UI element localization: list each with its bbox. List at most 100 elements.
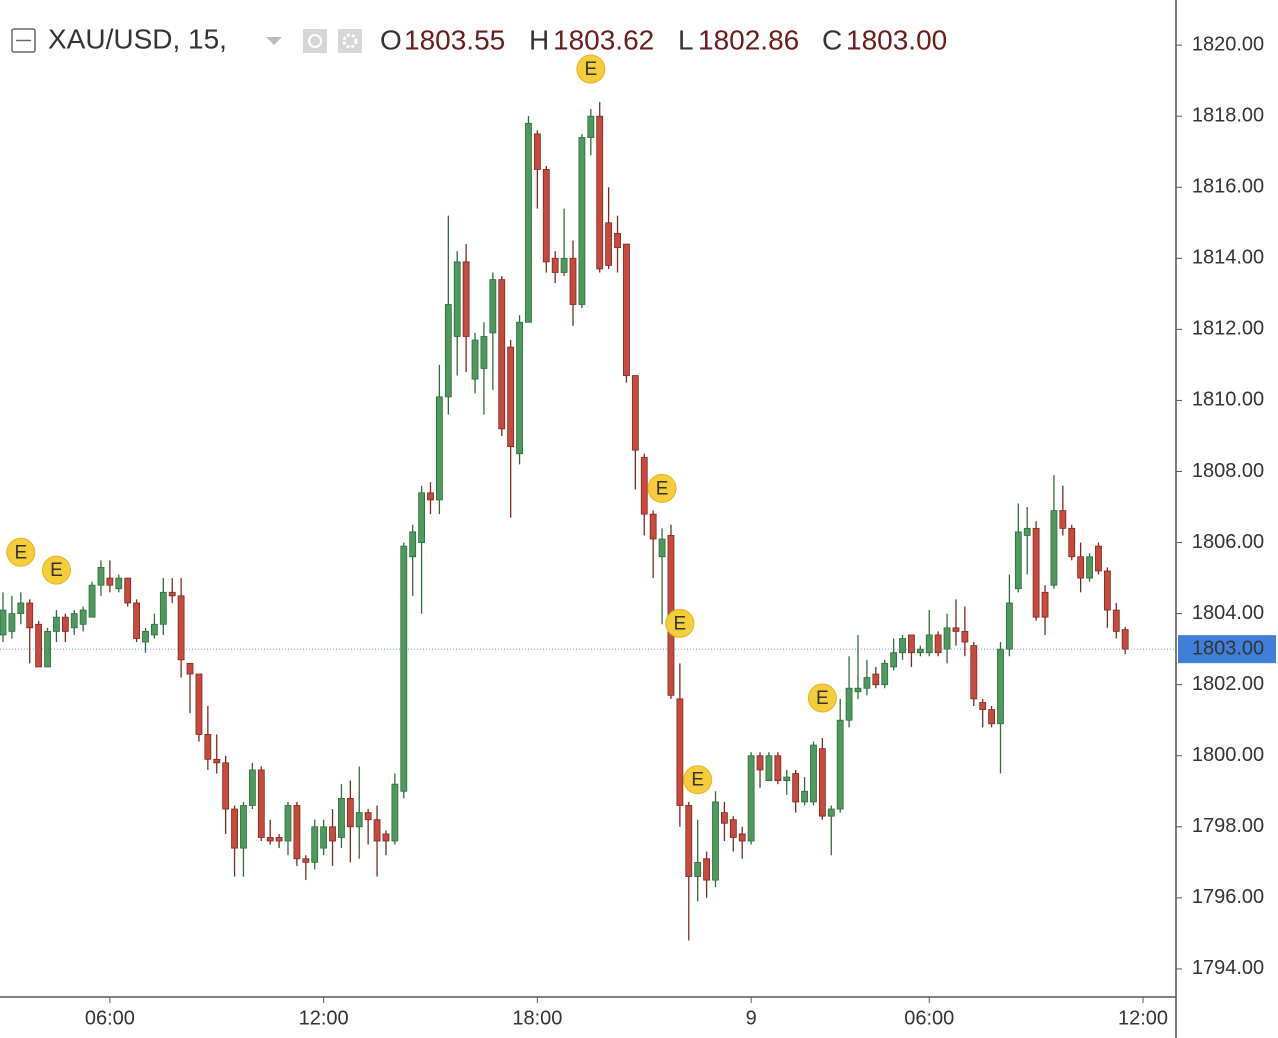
candle-body: [382, 833, 390, 842]
candle-body: [507, 346, 515, 448]
candle-body: [623, 243, 630, 376]
candle-body: [854, 687, 862, 693]
ohlc-label: L: [678, 24, 694, 55]
candle-body: [355, 812, 363, 828]
candle-body: [979, 702, 987, 710]
candle-body: [418, 492, 425, 543]
event-marker[interactable]: [6, 537, 36, 567]
visibility-button[interactable]: [303, 29, 327, 53]
candle-body: [284, 805, 292, 842]
y-tick-label: 1798.00: [1192, 815, 1264, 837]
eye-icon: [308, 34, 322, 48]
candle-body: [765, 755, 773, 782]
candle-body: [159, 591, 167, 625]
candle-body: [177, 595, 185, 661]
candle-body: [124, 577, 132, 604]
ohlc-value: 1803.62: [553, 24, 654, 55]
candle-body: [881, 662, 889, 686]
candle-body: [266, 837, 274, 842]
y-tick-label: 1800.00: [1192, 744, 1264, 766]
candle-body: [44, 630, 51, 668]
candle-body: [1059, 510, 1067, 529]
candle-body: [453, 261, 461, 337]
candle-body: [774, 755, 782, 782]
candle-body: [845, 687, 853, 721]
candle-body: [596, 115, 604, 270]
candle-body: [801, 790, 808, 803]
candle-body: [302, 858, 310, 863]
candle-body: [35, 623, 43, 668]
y-tick-label: 1816.00: [1192, 176, 1264, 198]
candle-body: [1121, 629, 1129, 650]
candle-body: [890, 652, 898, 668]
candle-body: [1014, 531, 1022, 590]
candle-body: [943, 627, 951, 650]
candle-body: [605, 222, 613, 266]
candle-body: [106, 577, 114, 586]
candle-body: [810, 744, 817, 803]
candle-body: [551, 257, 559, 273]
candle-body: [79, 609, 87, 625]
x-tick-label: 06:00: [85, 1007, 135, 1029]
event-marker[interactable]: [647, 473, 677, 503]
candle-body: [53, 616, 60, 632]
candle-body: [961, 630, 969, 643]
candle-body: [516, 321, 523, 455]
candle-body: [480, 336, 488, 369]
dropdown-caret[interactable]: [266, 37, 282, 45]
candle-body: [151, 623, 158, 636]
y-tick-label: 1804.00: [1192, 602, 1264, 624]
collapse-icon[interactable]: [11, 28, 36, 53]
candle-body: [346, 797, 354, 828]
candle-body: [560, 257, 568, 273]
candle-body: [311, 826, 319, 863]
last-price-label: 1803.00: [1192, 637, 1264, 659]
candle-body: [257, 769, 265, 838]
candle-body: [489, 279, 497, 334]
candle-body: [275, 837, 283, 842]
candle-body: [631, 375, 639, 451]
candle-body: [640, 456, 648, 515]
candle-body: [569, 257, 577, 305]
candle-body: [952, 627, 960, 632]
event-marker[interactable]: [665, 608, 695, 638]
candle-body: [8, 613, 16, 632]
event-marker[interactable]: [41, 555, 71, 585]
event-label: E: [691, 770, 704, 791]
settings-button[interactable]: [338, 29, 362, 53]
candle-body: [587, 115, 595, 138]
event-label: E: [584, 59, 597, 80]
candle-body: [168, 591, 176, 597]
ohlc-label: H: [529, 24, 549, 55]
candle-body: [115, 577, 123, 590]
candle-body: [818, 748, 826, 817]
candle-body: [729, 819, 737, 838]
event-marker[interactable]: [576, 54, 606, 84]
candle-body: [391, 783, 399, 842]
candle-body: [364, 812, 372, 821]
candle-body: [1095, 545, 1102, 572]
candle-body: [721, 812, 728, 824]
candle-body: [97, 567, 105, 586]
candle-body: [186, 662, 194, 675]
candle-body: [240, 805, 247, 849]
ohlc-value: 1802.86: [698, 24, 799, 55]
candle-body: [925, 634, 933, 654]
candle-body: [70, 613, 78, 629]
candle-body: [747, 755, 755, 842]
candle-body: [614, 233, 621, 249]
x-tick-label: 18:00: [512, 1007, 562, 1029]
candle-body: [872, 673, 880, 686]
candle-body: [1103, 570, 1111, 611]
candle-body: [970, 645, 978, 700]
y-tick-label: 1806.00: [1192, 531, 1264, 553]
candle-body: [17, 602, 25, 615]
candle-body: [649, 513, 657, 540]
candle-body: [320, 826, 328, 849]
event-marker[interactable]: [807, 683, 837, 713]
candle-body: [908, 634, 915, 654]
candle-body: [1006, 602, 1013, 650]
event-marker[interactable]: [683, 765, 713, 795]
candle-body: [712, 801, 719, 881]
